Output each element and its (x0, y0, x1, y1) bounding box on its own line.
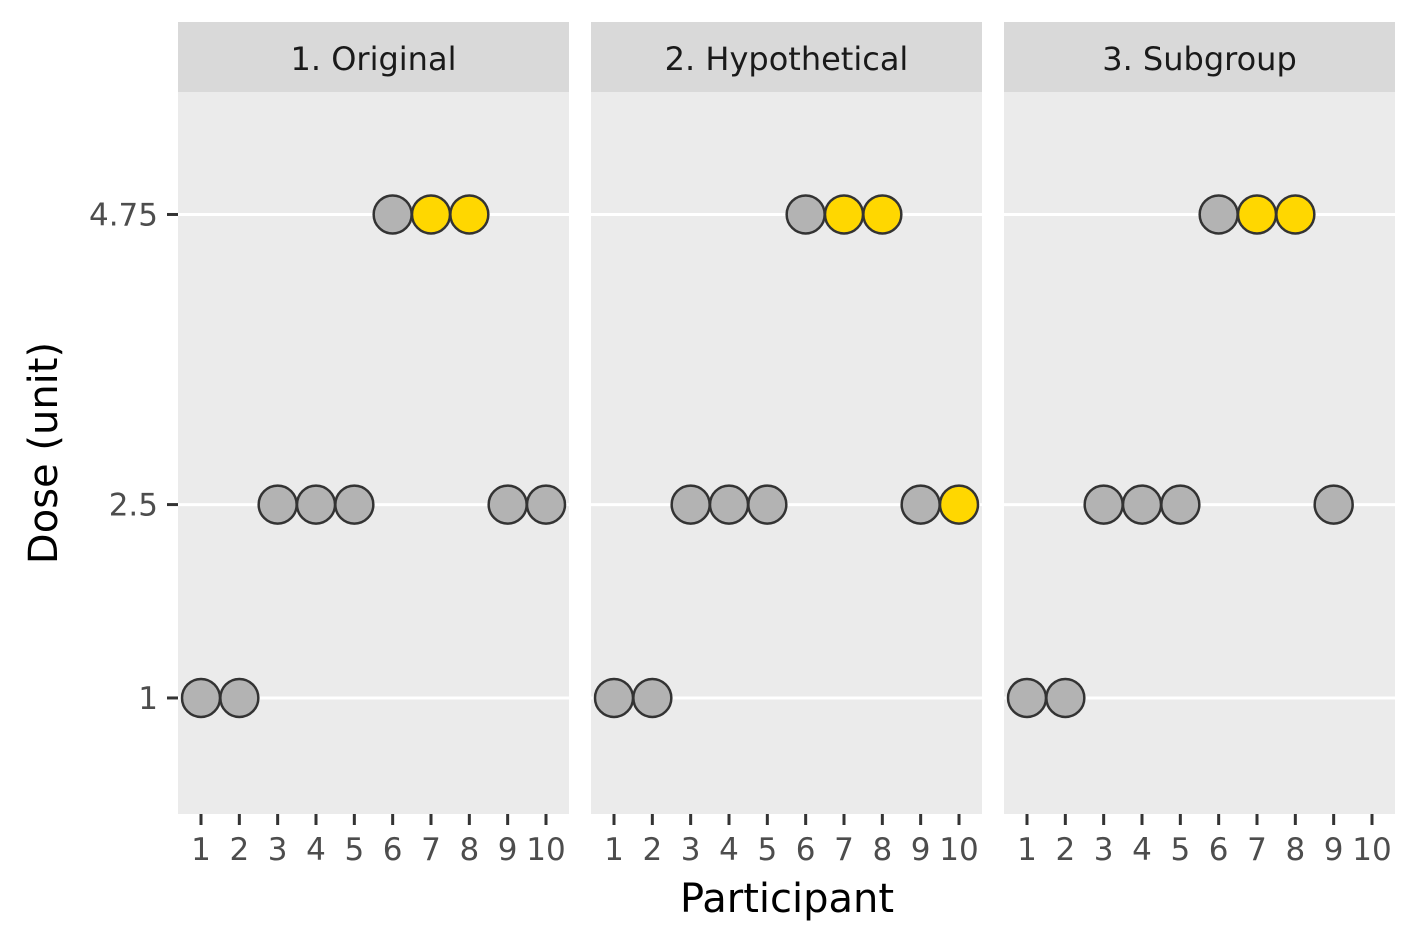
x-tick-label: 7 (421, 832, 441, 868)
x-tick-label: 1 (1017, 832, 1037, 868)
y-tick-label: 2.5 (109, 488, 158, 524)
x-tick-label: 2 (229, 832, 249, 868)
x-tick-label: 10 (526, 832, 565, 868)
data-point (180, 677, 222, 719)
x-tick-label: 3 (681, 832, 701, 868)
data-point (1313, 484, 1354, 525)
facet-panel-1: 1. Original 1 2 3 4 5 6 7 8 9 10 (178, 22, 569, 868)
x-axis-title: Participant (680, 876, 894, 922)
facet-title: 2. Hypothetical (665, 40, 909, 78)
x-tick-label: 8 (1285, 832, 1305, 868)
y-tick-label: 4.75 (89, 197, 158, 233)
data-point (593, 677, 635, 719)
x-tick-label: 8 (872, 832, 892, 868)
data-point (1006, 677, 1048, 719)
y-tick-label: 1 (138, 681, 158, 717)
x-tick-label: 2 (642, 832, 662, 868)
data-point (900, 484, 941, 525)
data-point (1083, 484, 1124, 525)
data-point (1198, 194, 1239, 235)
data-point (747, 484, 788, 525)
data-point (334, 484, 375, 525)
highlighted-point (862, 194, 903, 235)
x-tick-label: 10 (1352, 832, 1391, 868)
data-point (525, 484, 567, 525)
data-point (1045, 677, 1086, 719)
data-point (487, 484, 528, 525)
x-tick-label: 10 (939, 832, 978, 868)
data-point (1121, 484, 1163, 525)
x-tick-label: 2 (1055, 832, 1075, 868)
x-tick-label: 1 (191, 832, 211, 868)
x-tick-label: 4 (306, 832, 326, 868)
x-tick-label: 4 (1132, 832, 1152, 868)
highlighted-point (823, 194, 865, 235)
data-point (372, 194, 413, 235)
x-tick-label: 5 (1170, 832, 1190, 868)
x-tick-label: 7 (1247, 832, 1267, 868)
x-tick-label: 9 (498, 832, 518, 868)
y-axis-title: Dose (unit) (21, 342, 67, 564)
x-tick-label: 1 (604, 832, 624, 868)
x-tick-label: 6 (796, 832, 816, 868)
data-point (257, 484, 298, 525)
highlighted-point (449, 194, 490, 235)
facet-strip (591, 22, 982, 92)
data-point (295, 484, 337, 525)
facet-panel-2: 2. Hypothetical 1 2 3 4 5 6 7 8 9 10 (591, 22, 982, 868)
x-tick-label: 8 (459, 832, 479, 868)
x-tick-label: 9 (911, 832, 931, 868)
data-point (632, 677, 673, 719)
x-tick-label: 6 (1209, 832, 1229, 868)
facet-strip (1004, 22, 1395, 92)
facet-strip (178, 22, 569, 92)
facet-title: 3. Subgroup (1102, 40, 1297, 78)
x-tick-label: 6 (383, 832, 403, 868)
x-tick-label: 3 (1094, 832, 1114, 868)
data-point (219, 677, 260, 719)
data-point (708, 484, 750, 525)
data-point (670, 484, 711, 525)
x-tick-label: 5 (757, 832, 777, 868)
highlighted-point (1236, 194, 1278, 235)
facet-panel-3: 3. Subgroup 1 2 3 4 5 6 7 8 9 10 (1004, 22, 1395, 868)
x-tick-label: 7 (834, 832, 854, 868)
data-point (785, 194, 826, 235)
highlighted-point (1275, 194, 1316, 235)
x-tick-label: 5 (344, 832, 364, 868)
facet-title: 1. Original (291, 40, 457, 78)
data-point (1160, 484, 1201, 525)
y-axis: 1 2.5 4.75 (89, 197, 178, 717)
highlighted-point (938, 484, 980, 525)
x-tick-label: 3 (268, 832, 288, 868)
highlighted-point (410, 194, 452, 235)
x-tick-label: 9 (1324, 832, 1344, 868)
x-tick-label: 4 (719, 832, 739, 868)
